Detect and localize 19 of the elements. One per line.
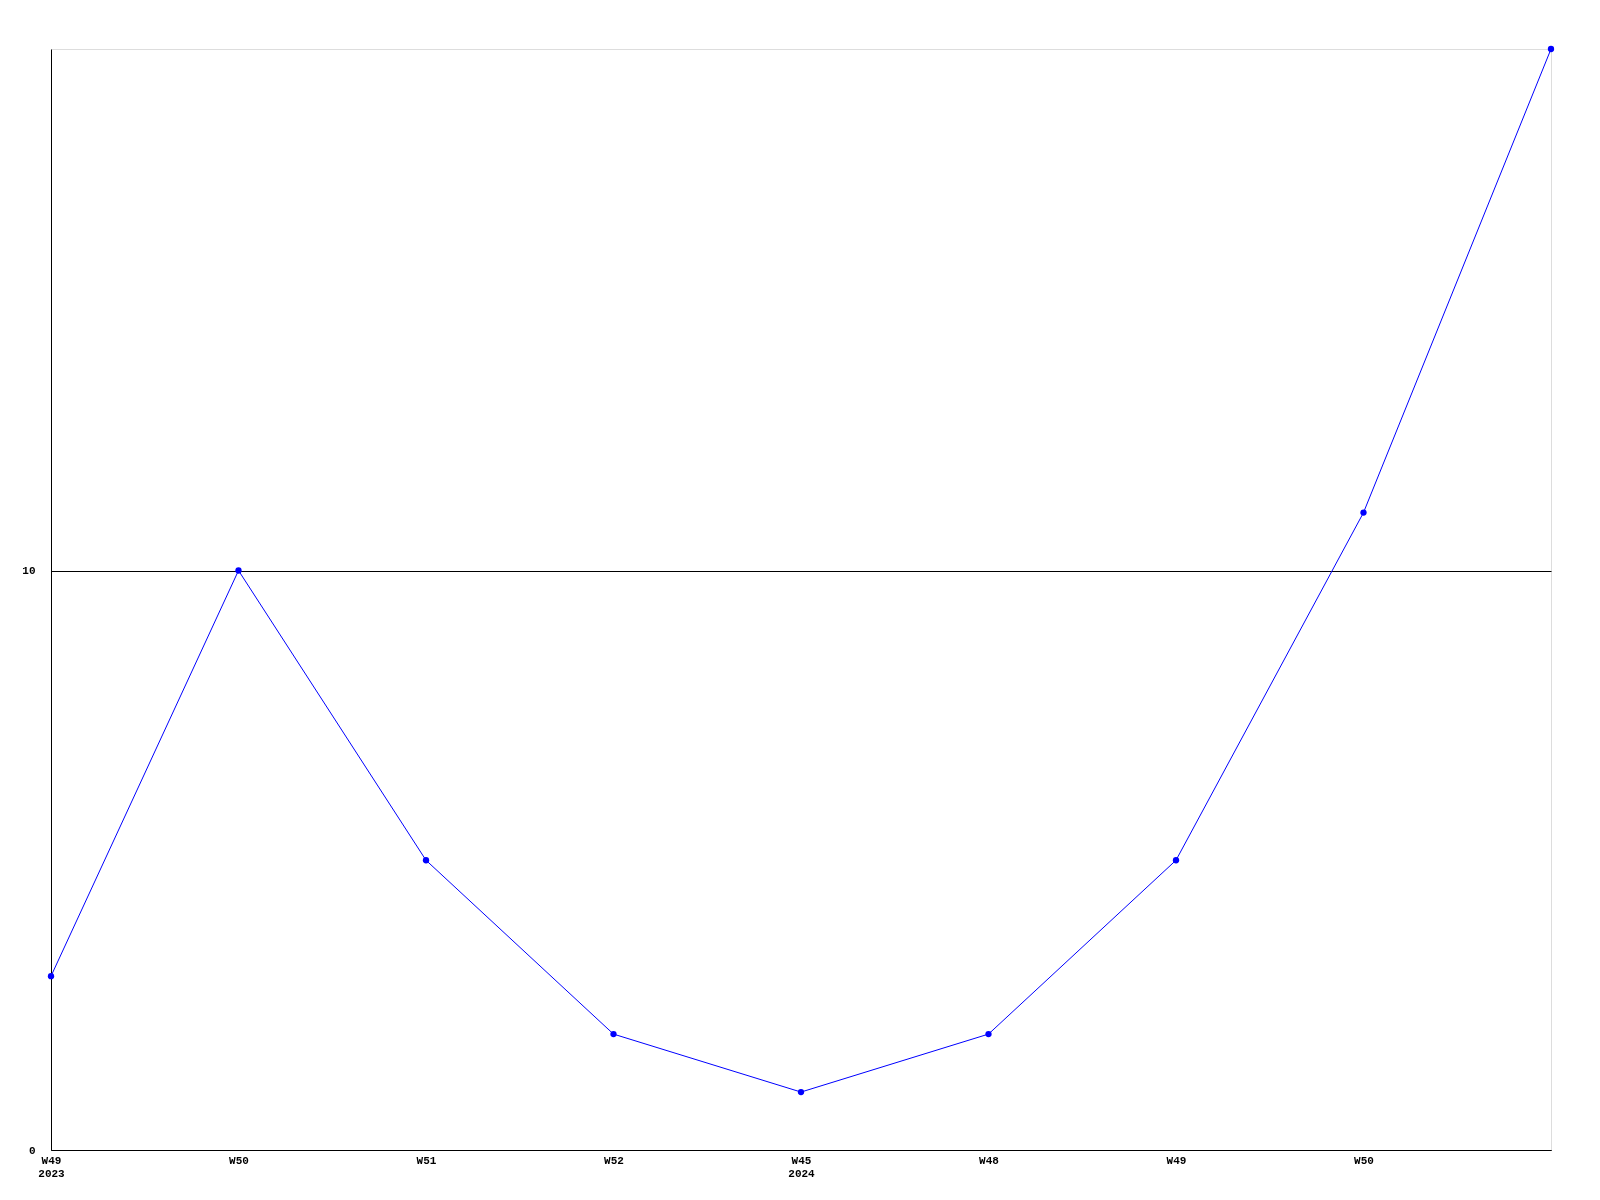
point (1360, 509, 1367, 516)
x-tick-label: W49 (1166, 1154, 1187, 1167)
y-tick-label: 0 (28, 1144, 36, 1157)
x-tick-label: W52 (604, 1154, 624, 1167)
x-tick-label: W50 (1354, 1154, 1374, 1167)
point (985, 1030, 992, 1038)
y-tick-label: 10 (22, 565, 36, 578)
point (797, 1088, 805, 1096)
point (1172, 857, 1180, 864)
point (422, 857, 430, 864)
x-tick-label: W51 (416, 1154, 437, 1167)
point (47, 973, 55, 980)
point (1547, 45, 1555, 53)
x-tick-label: W45 2024 (788, 1154, 816, 1180)
x-tick-label: W50 (229, 1154, 249, 1167)
x-tick-label: W48 (979, 1154, 1000, 1167)
point (610, 1030, 617, 1038)
point (235, 567, 242, 574)
x-tick-label: W49 2023 (38, 1154, 66, 1180)
